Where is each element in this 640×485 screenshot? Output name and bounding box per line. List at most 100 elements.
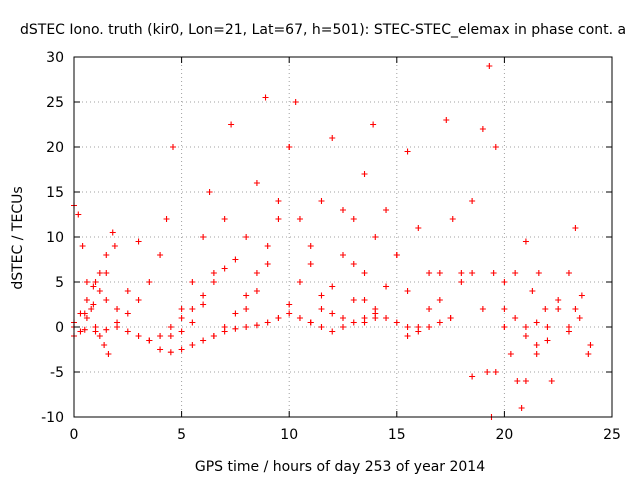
data-point <box>124 328 131 335</box>
data-point <box>490 270 497 276</box>
data-point <box>264 261 271 267</box>
data-point <box>518 405 525 411</box>
x-tick-label: 25 <box>603 427 621 443</box>
grid-layer <box>74 57 612 417</box>
data-point <box>565 324 572 330</box>
data-point <box>522 324 529 330</box>
data-point <box>264 243 271 249</box>
y-tick-label: 30 <box>46 50 64 66</box>
data-point <box>307 319 314 326</box>
data-point <box>167 349 174 356</box>
data-point <box>548 378 555 384</box>
data-point <box>79 243 86 249</box>
data-point <box>469 198 476 204</box>
data-point <box>436 319 443 326</box>
y-tick-label: -10 <box>41 410 64 426</box>
data-point <box>329 310 336 317</box>
data-point <box>96 270 103 276</box>
data-point <box>169 144 176 150</box>
data-point <box>372 315 379 321</box>
data-point <box>329 328 336 335</box>
x-tick-label: 0 <box>70 427 79 443</box>
data-point <box>105 351 112 357</box>
data-point <box>103 252 110 258</box>
data-series-15 <box>361 148 443 326</box>
data-point <box>361 171 368 177</box>
data-point <box>146 337 153 344</box>
data-point <box>111 243 118 249</box>
data-point <box>232 256 239 263</box>
data-point <box>350 261 357 267</box>
data-point <box>200 301 207 308</box>
data-point <box>512 315 519 321</box>
data-point <box>393 319 400 326</box>
data-point <box>167 324 174 330</box>
data-point <box>501 324 508 330</box>
x-tick-label: 5 <box>177 427 186 443</box>
data-series-6 <box>114 144 176 326</box>
data-point <box>286 310 293 317</box>
data-point <box>83 315 90 321</box>
data-point <box>565 270 572 276</box>
data-point <box>178 328 185 335</box>
data-point <box>436 297 443 303</box>
data-point <box>253 270 260 276</box>
data-series-17 <box>447 63 508 321</box>
y-axis-label: dSTEC / TECUs <box>10 186 26 289</box>
data-point <box>350 216 357 222</box>
data-point <box>533 351 540 357</box>
chart-title: dSTEC Iono. truth (kir0, Lon=21, Lat=67,… <box>20 22 626 38</box>
data-point <box>124 310 131 317</box>
data-point <box>275 315 282 321</box>
data-point <box>163 216 170 222</box>
data-point <box>578 292 585 299</box>
data-point <box>200 234 207 240</box>
data-point <box>101 342 108 348</box>
data-point <box>383 207 390 213</box>
data-point <box>135 238 142 245</box>
data-point <box>81 310 88 317</box>
data-point <box>114 319 121 326</box>
ticks-layer: 0 5 10 15 20 25 -10 -5 0 5 10 15 20 25 30 <box>41 50 621 443</box>
data-point <box>529 288 536 294</box>
data-series-21 <box>533 225 579 348</box>
data-point <box>555 297 562 303</box>
data-point <box>542 306 549 312</box>
data-point <box>469 373 476 380</box>
data-point <box>243 292 250 299</box>
data-point <box>340 324 346 330</box>
y-tick-label: -5 <box>50 365 64 381</box>
data-point <box>103 297 110 303</box>
data-point <box>501 279 508 285</box>
data-point <box>533 342 540 348</box>
data-point <box>189 319 196 326</box>
data-point <box>318 198 325 204</box>
data-point <box>512 270 519 276</box>
y-tick-label: 5 <box>55 275 64 291</box>
data-point <box>340 252 346 258</box>
data-point <box>210 333 217 339</box>
data-point <box>507 351 514 357</box>
data-point <box>404 148 411 155</box>
data-point <box>535 270 542 276</box>
data-point <box>124 288 131 294</box>
data-point <box>157 333 164 339</box>
data-point <box>533 319 540 326</box>
data-point <box>221 265 228 272</box>
data-point <box>292 99 299 105</box>
data-point <box>83 279 90 285</box>
y-tick-label: 15 <box>46 185 64 201</box>
data-point <box>232 310 239 317</box>
data-point <box>200 337 207 344</box>
data-point <box>404 288 411 294</box>
data-point <box>275 216 282 222</box>
data-point <box>318 306 325 312</box>
data-point <box>361 270 368 276</box>
data-series-19 <box>490 270 540 411</box>
data-point <box>458 279 465 285</box>
data-point <box>555 306 562 312</box>
data-point <box>522 378 529 384</box>
data-point <box>404 333 411 339</box>
